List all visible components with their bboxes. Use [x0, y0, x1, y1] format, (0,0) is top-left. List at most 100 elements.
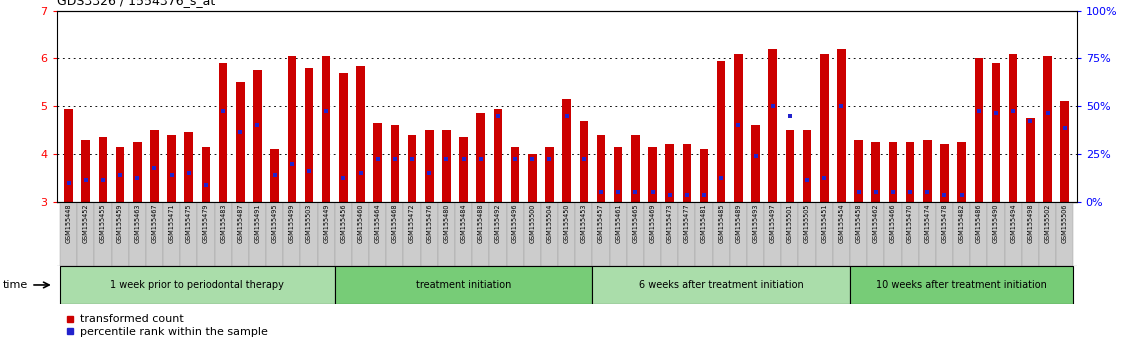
Bar: [438, 202, 455, 266]
Text: GSM155472: GSM155472: [409, 204, 415, 243]
Bar: [837, 49, 846, 202]
Text: GSM155485: GSM155485: [718, 204, 724, 243]
Text: GSM155463: GSM155463: [135, 204, 140, 243]
Bar: [425, 130, 433, 202]
Bar: [266, 202, 283, 266]
Text: time: time: [3, 280, 28, 290]
Bar: [884, 202, 901, 266]
Text: GSM155481: GSM155481: [701, 204, 707, 243]
Text: GSM155495: GSM155495: [271, 204, 278, 243]
Bar: [253, 70, 261, 202]
Bar: [854, 140, 863, 202]
Bar: [940, 144, 949, 202]
Bar: [339, 73, 347, 202]
Bar: [249, 202, 266, 266]
Text: GSM155448: GSM155448: [66, 204, 71, 243]
Text: GSM155503: GSM155503: [307, 204, 312, 243]
Bar: [236, 82, 244, 202]
Bar: [373, 123, 382, 202]
Bar: [545, 147, 554, 202]
Bar: [679, 202, 696, 266]
Bar: [713, 202, 729, 266]
Bar: [472, 202, 490, 266]
Text: GSM155449: GSM155449: [323, 204, 329, 243]
Bar: [631, 135, 640, 202]
Bar: [729, 202, 746, 266]
Bar: [180, 202, 198, 266]
Bar: [287, 56, 296, 202]
Text: GSM155454: GSM155454: [838, 204, 845, 243]
Bar: [404, 202, 421, 266]
Bar: [442, 130, 450, 202]
Bar: [356, 65, 365, 202]
Text: GSM155468: GSM155468: [391, 204, 398, 243]
Text: GSM155469: GSM155469: [649, 204, 656, 243]
Bar: [60, 202, 77, 266]
Bar: [304, 68, 313, 202]
Text: GSM155459: GSM155459: [118, 204, 123, 243]
Bar: [576, 202, 593, 266]
Bar: [201, 147, 210, 202]
Bar: [597, 135, 605, 202]
Text: GSM155451: GSM155451: [821, 204, 827, 243]
Bar: [648, 147, 657, 202]
Bar: [335, 202, 352, 266]
Text: GSM155461: GSM155461: [615, 204, 621, 243]
Text: GSM155497: GSM155497: [770, 204, 776, 243]
Bar: [696, 202, 713, 266]
Bar: [975, 58, 983, 202]
Text: GSM155476: GSM155476: [426, 204, 432, 243]
Bar: [528, 154, 536, 202]
Bar: [644, 202, 662, 266]
Text: GSM155483: GSM155483: [221, 204, 226, 243]
Bar: [820, 54, 829, 202]
Bar: [64, 109, 72, 202]
Text: GDS3326 / 1554376_s_at: GDS3326 / 1554376_s_at: [57, 0, 215, 7]
Text: GSM155471: GSM155471: [169, 204, 174, 243]
Bar: [610, 202, 627, 266]
Legend: transformed count, percentile rank within the sample: transformed count, percentile rank withi…: [62, 310, 273, 341]
Text: GSM155477: GSM155477: [684, 204, 690, 243]
Bar: [803, 130, 811, 202]
Text: GSM155450: GSM155450: [563, 204, 570, 243]
Bar: [1009, 54, 1018, 202]
Bar: [77, 202, 94, 266]
Bar: [167, 135, 176, 202]
Bar: [558, 202, 576, 266]
Bar: [614, 147, 622, 202]
Text: GSM155488: GSM155488: [477, 204, 484, 243]
Text: GSM155487: GSM155487: [238, 204, 243, 243]
Text: GSM155490: GSM155490: [993, 204, 999, 243]
Text: GSM155505: GSM155505: [804, 204, 810, 243]
Text: GSM155460: GSM155460: [357, 204, 363, 243]
Bar: [579, 120, 588, 202]
Bar: [627, 202, 644, 266]
Bar: [1056, 202, 1073, 266]
Bar: [867, 202, 884, 266]
Text: treatment initiation: treatment initiation: [416, 280, 511, 290]
Text: GSM155502: GSM155502: [1045, 204, 1051, 243]
Bar: [987, 202, 1004, 266]
Text: GSM155475: GSM155475: [185, 204, 192, 243]
Bar: [782, 202, 798, 266]
Bar: [215, 202, 232, 266]
Text: GSM155499: GSM155499: [288, 204, 295, 243]
Bar: [851, 266, 1073, 304]
Bar: [1039, 202, 1056, 266]
Bar: [923, 140, 932, 202]
Text: GSM155504: GSM155504: [546, 204, 552, 243]
Bar: [408, 135, 416, 202]
Bar: [935, 202, 953, 266]
Bar: [133, 142, 141, 202]
Bar: [459, 137, 468, 202]
Bar: [906, 142, 914, 202]
Bar: [1021, 202, 1039, 266]
Text: GSM155506: GSM155506: [1062, 204, 1068, 243]
Bar: [511, 147, 519, 202]
Bar: [662, 202, 679, 266]
Bar: [322, 56, 330, 202]
Bar: [318, 202, 335, 266]
Bar: [992, 63, 1000, 202]
Bar: [387, 202, 404, 266]
Bar: [390, 125, 399, 202]
